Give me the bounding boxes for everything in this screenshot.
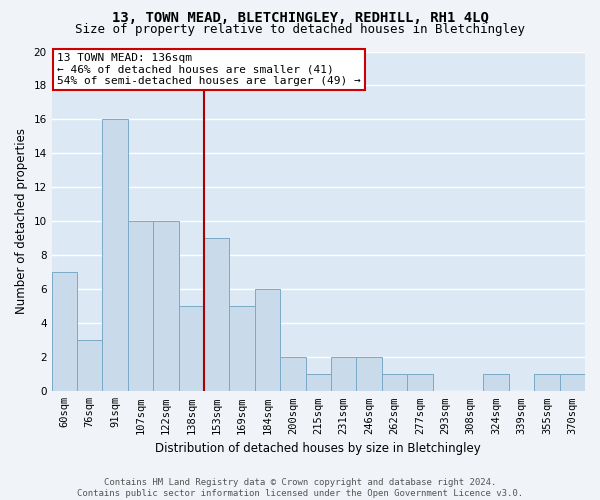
- Y-axis label: Number of detached properties: Number of detached properties: [15, 128, 28, 314]
- Bar: [229, 306, 255, 392]
- Bar: [179, 306, 204, 392]
- Bar: [103, 120, 128, 392]
- Bar: [153, 222, 179, 392]
- Bar: [484, 374, 509, 392]
- Text: 13 TOWN MEAD: 136sqm
← 46% of detached houses are smaller (41)
54% of semi-detac: 13 TOWN MEAD: 136sqm ← 46% of detached h…: [57, 53, 361, 86]
- Text: Contains HM Land Registry data © Crown copyright and database right 2024.
Contai: Contains HM Land Registry data © Crown c…: [77, 478, 523, 498]
- Bar: [128, 222, 153, 392]
- Bar: [52, 272, 77, 392]
- Bar: [382, 374, 407, 392]
- Bar: [255, 290, 280, 392]
- Bar: [560, 374, 585, 392]
- Text: Size of property relative to detached houses in Bletchingley: Size of property relative to detached ho…: [75, 22, 525, 36]
- Bar: [534, 374, 560, 392]
- Bar: [407, 374, 433, 392]
- Bar: [77, 340, 103, 392]
- Bar: [280, 358, 305, 392]
- Bar: [305, 374, 331, 392]
- Text: 13, TOWN MEAD, BLETCHINGLEY, REDHILL, RH1 4LQ: 13, TOWN MEAD, BLETCHINGLEY, REDHILL, RH…: [112, 11, 488, 25]
- Bar: [204, 238, 229, 392]
- X-axis label: Distribution of detached houses by size in Bletchingley: Distribution of detached houses by size …: [155, 442, 481, 455]
- Bar: [331, 358, 356, 392]
- Bar: [356, 358, 382, 392]
